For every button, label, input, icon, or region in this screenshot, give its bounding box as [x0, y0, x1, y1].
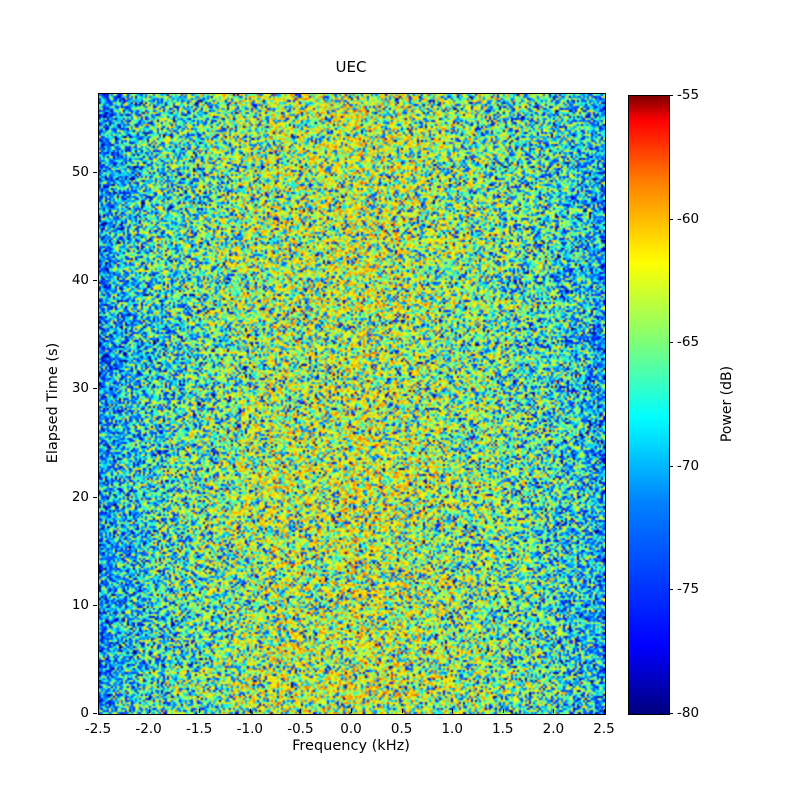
colorbar-tick-label: -75 — [677, 581, 700, 598]
x-tick-label: 0.5 — [390, 721, 413, 737]
title-line-station: UEC — [335, 58, 367, 76]
colorbar-label: Power (dB) — [719, 365, 735, 443]
x-tick-label: 2.5 — [593, 721, 615, 737]
x-tick-label: -1.0 — [236, 721, 263, 737]
y-tick-label: 20 — [71, 488, 89, 505]
colorbar — [628, 95, 670, 715]
y-tick-label: 40 — [71, 272, 89, 289]
colorbar-tick-mark — [669, 465, 673, 467]
colorbar-tick-mark — [669, 589, 673, 591]
x-tick-mark — [351, 709, 352, 713]
x-tick-label: -0.5 — [287, 721, 314, 737]
x-tick-mark — [553, 709, 555, 713]
spectrogram-plot-area — [98, 93, 606, 715]
y-tick-mark — [93, 604, 97, 606]
x-tick-mark — [249, 709, 251, 713]
x-tick-label: 1.0 — [441, 721, 463, 737]
x-tick-mark — [401, 709, 403, 713]
y-tick-label: 0 — [80, 705, 89, 721]
y-tick-mark — [93, 280, 97, 282]
y-tick-mark — [93, 713, 97, 714]
x-tick-label: 2.0 — [542, 721, 565, 737]
x-tick-label: 0.0 — [340, 721, 362, 737]
colorbar-tick-label: -65 — [677, 334, 700, 351]
colorbar-tick-mark — [669, 713, 673, 714]
colorbar-tick-mark — [669, 342, 673, 344]
x-tick-mark — [604, 709, 605, 713]
y-tick-mark — [93, 388, 97, 390]
x-tick-label: 1.5 — [492, 721, 514, 737]
colorbar-tick-label: -80 — [677, 705, 700, 721]
y-tick-mark — [93, 496, 97, 498]
x-tick-mark — [148, 709, 150, 713]
y-tick-label: 10 — [71, 596, 89, 613]
x-tick-mark — [199, 709, 201, 713]
x-tick-mark — [300, 709, 302, 713]
x-tick-label: -2.0 — [135, 721, 162, 737]
y-tick-mark — [93, 171, 97, 173]
colorbar-tick-label: -60 — [677, 210, 700, 227]
x-tick-mark — [98, 709, 99, 713]
x-axis-label: Frequency (kHz) — [292, 738, 410, 754]
x-tick-mark — [452, 709, 454, 713]
colorbar-tick-mark — [669, 218, 673, 220]
spectrogram-heatmap — [99, 94, 605, 714]
y-tick-label: 30 — [71, 380, 89, 397]
y-axis-label: Elapsed Time (s) — [45, 342, 61, 464]
x-tick-label: -2.5 — [84, 721, 112, 737]
x-tick-mark — [502, 709, 504, 713]
colorbar-tick-label: -55 — [677, 87, 700, 103]
colorbar-tick-label: -70 — [677, 457, 700, 474]
colorbar-tick-mark — [669, 95, 673, 96]
x-tick-label: -1.5 — [186, 721, 213, 737]
y-tick-label: 50 — [71, 163, 89, 180]
